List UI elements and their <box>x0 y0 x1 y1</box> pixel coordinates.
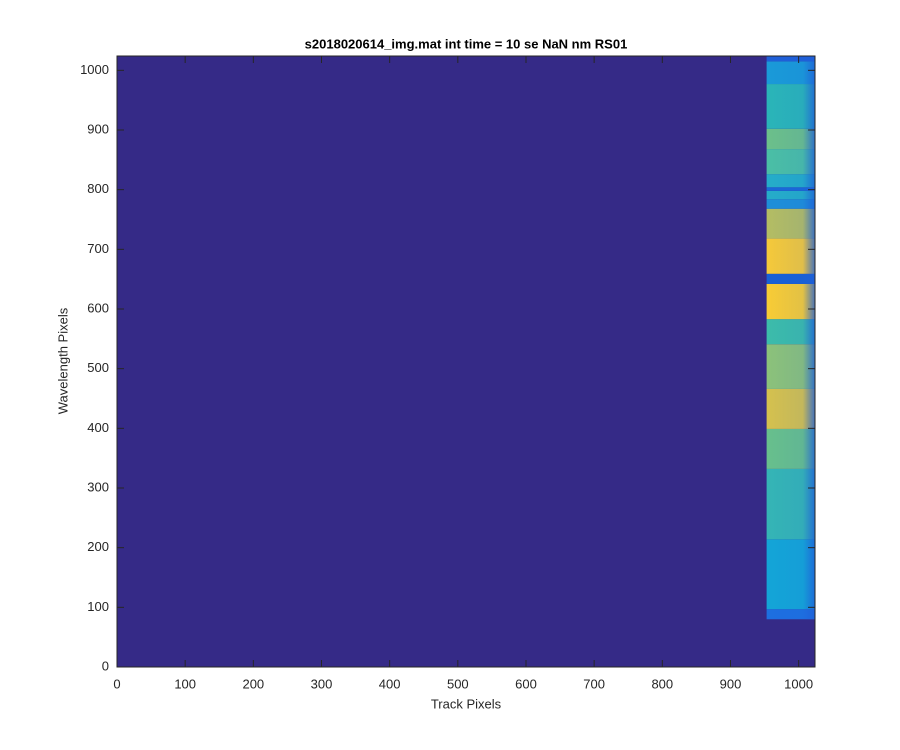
x-tick-label: 800 <box>651 676 673 691</box>
y-tick-label: 500 <box>87 360 109 375</box>
x-tick-label: 700 <box>583 676 605 691</box>
axes-box <box>116 55 816 668</box>
image-background <box>117 56 815 667</box>
y-axis-label: Wavelength Pixels <box>55 307 70 414</box>
x-tick-label: 0 <box>113 676 120 691</box>
y-tick-label: 100 <box>87 599 109 614</box>
x-tick-label: 1000 <box>784 676 813 691</box>
y-tick-label: 600 <box>87 300 109 315</box>
x-tick-label: 900 <box>720 676 742 691</box>
y-tick-label: 700 <box>87 241 109 256</box>
y-tick-label: 1000 <box>80 62 109 77</box>
x-tick-label: 400 <box>379 676 401 691</box>
chart-title: s2018020614_img.mat int time = 10 se NaN… <box>305 36 628 51</box>
y-tick-label: 800 <box>87 181 109 196</box>
y-tick-label: 900 <box>87 121 109 136</box>
x-tick-label: 200 <box>242 676 264 691</box>
edge-shading <box>766 56 815 620</box>
x-tick-label: 600 <box>515 676 537 691</box>
x-tick-label: 300 <box>311 676 333 691</box>
y-tick-label: 0 <box>102 658 109 673</box>
x-tick-label: 100 <box>174 676 196 691</box>
y-tick-label: 300 <box>87 479 109 494</box>
x-axis-label: Track Pixels <box>431 696 502 711</box>
y-tick-label: 400 <box>87 420 109 435</box>
x-tick-label: 500 <box>447 676 469 691</box>
y-tick-label: 200 <box>87 539 109 554</box>
